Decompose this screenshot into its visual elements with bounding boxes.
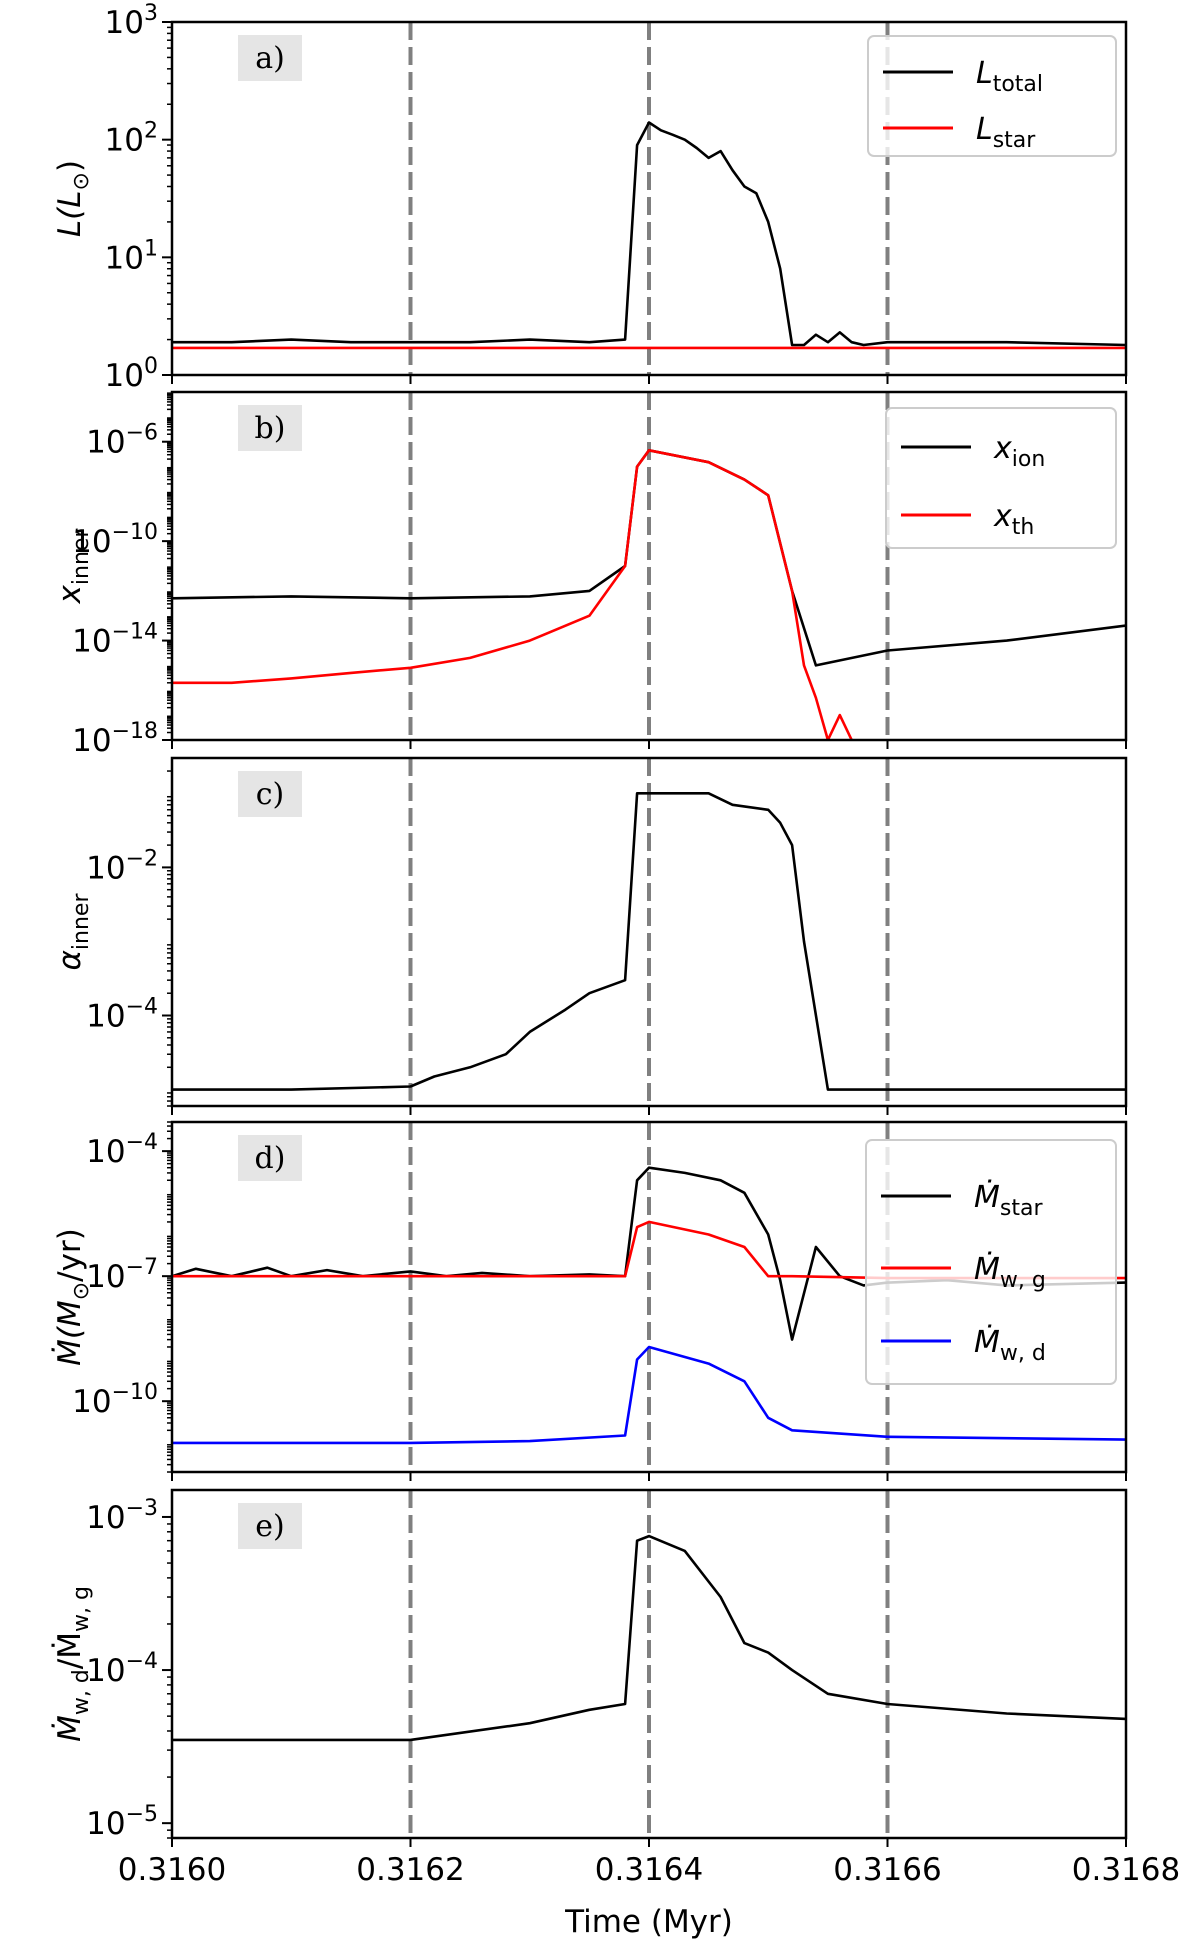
legend-frame bbox=[867, 35, 1117, 157]
legend-label: Ṁstar bbox=[974, 1179, 1043, 1221]
y-tick-label: 10−10 bbox=[72, 520, 158, 560]
y-tick-label: 10−3 bbox=[86, 1496, 158, 1536]
y-tick-label: 10−18 bbox=[72, 719, 158, 759]
panel-b: 10−18 10−14 10−10 10−6 xinner b) bbox=[52, 390, 1128, 759]
y-axis-label: αinner bbox=[52, 893, 94, 971]
series-line-0 bbox=[172, 1534, 1126, 1742]
panel-tag-bg bbox=[238, 35, 302, 81]
x-tick-label: 0.3160 bbox=[118, 1852, 226, 1888]
y-tick-label: 103 bbox=[105, 1, 158, 41]
legend-label: Ṁw, d bbox=[974, 1324, 1046, 1366]
legend-label: Lstar bbox=[976, 112, 1036, 153]
y-tick-label: 10−5 bbox=[86, 1802, 158, 1842]
panel-tag: b) bbox=[255, 411, 286, 446]
panel-tag-bg bbox=[238, 1135, 302, 1181]
x-tick-label: 0.3164 bbox=[595, 1852, 703, 1888]
y-axis-label: L(L⊙) bbox=[52, 160, 94, 237]
series-line-1 bbox=[172, 1220, 1126, 1280]
legend-label: Ltotal bbox=[976, 56, 1043, 97]
series-line-2 bbox=[172, 1345, 1126, 1445]
legend-label: xth bbox=[993, 499, 1034, 540]
legend-b: xion xth bbox=[885, 407, 1117, 549]
x-tick-label: 0.3168 bbox=[1072, 1852, 1180, 1888]
y-tick-label: 101 bbox=[105, 236, 158, 276]
series-line-0 bbox=[172, 792, 1126, 1091]
y-axis-label: Ṁ(M⊙/yr) bbox=[52, 1228, 94, 1366]
series-line-0 bbox=[172, 1166, 1126, 1341]
y-tick-label: 10−4 bbox=[86, 1130, 158, 1170]
legend-label: Ṁw, g bbox=[974, 1251, 1046, 1293]
y-tick-label: 10−7 bbox=[86, 1255, 158, 1295]
panel-e: 10−5 10−4 10−3 Ṁw, d/Ṁw, g e) bbox=[52, 1488, 1128, 1847]
legend-d: Ṁstar Ṁw, g Ṁw, d bbox=[865, 1139, 1117, 1385]
x-tick-label: 0.3166 bbox=[833, 1852, 941, 1888]
y-tick-label: 10−10 bbox=[72, 1380, 158, 1420]
panel-tag-bg bbox=[238, 405, 302, 451]
y-tick-label: 10−14 bbox=[72, 620, 158, 660]
x-tick-label: 0.3162 bbox=[356, 1852, 464, 1888]
y-tick-label: 100 bbox=[105, 354, 158, 394]
panel-tag: c) bbox=[256, 777, 285, 812]
panel-tag: e) bbox=[255, 1509, 284, 1544]
y-tick-label: 10−4 bbox=[86, 995, 158, 1035]
panel-c: 10−4 10−2 αinner c) bbox=[52, 756, 1128, 1115]
panel-tag-bg bbox=[238, 1503, 302, 1549]
series-line-1 bbox=[172, 449, 853, 740]
panel-tag-bg bbox=[238, 771, 302, 817]
panel-tag: a) bbox=[255, 41, 285, 76]
panel-d: 10−10 10−7 10−4 Ṁ(M⊙/yr) d) bbox=[52, 1120, 1128, 1481]
y-tick-label: 10−6 bbox=[86, 421, 158, 461]
legend-a: Ltotal Lstar bbox=[867, 35, 1117, 157]
y-tick-label: 102 bbox=[105, 119, 158, 159]
series-line-0 bbox=[172, 121, 1126, 347]
legend-label: xion bbox=[993, 431, 1045, 472]
y-axis-label: Ṁw, d/Ṁw, g bbox=[52, 1586, 94, 1742]
panel-tag: d) bbox=[255, 1141, 286, 1176]
legend-frame bbox=[885, 407, 1117, 549]
y-axis-label: xinner bbox=[52, 528, 94, 605]
y-tick-label: 10−2 bbox=[86, 846, 158, 886]
legend-frame bbox=[865, 1139, 1117, 1385]
x-axis-label: Time (Myr) bbox=[564, 1904, 733, 1940]
y-tick-label: 10−4 bbox=[86, 1649, 158, 1689]
panel-a: 100 101 102 103 L(L⊙) a) bbox=[52, 1, 1128, 394]
